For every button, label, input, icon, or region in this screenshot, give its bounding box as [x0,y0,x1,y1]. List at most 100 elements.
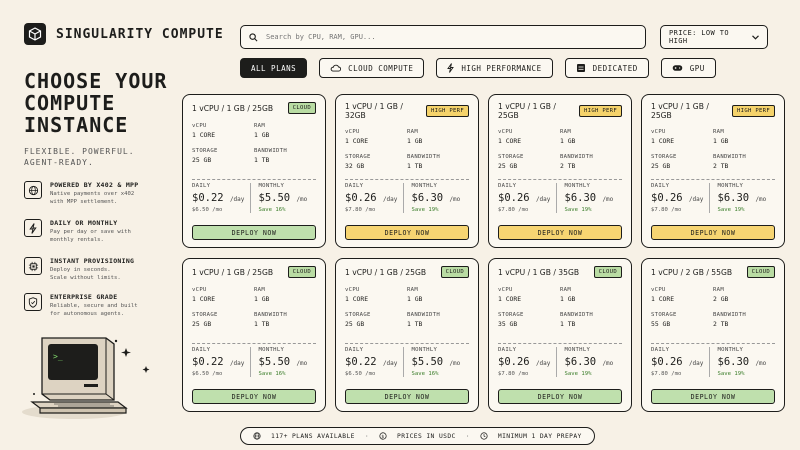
feature-title: ENTERPRISE GRADE [50,293,118,301]
deploy-now-button[interactable]: DEPLOY NOW [651,389,775,404]
bandwidth-value: 1 TB [254,156,270,164]
feature-title: DAILY OR MONTHLY [50,219,118,227]
daily-price: $0.22 [192,356,224,368]
ram-label: RAM [560,287,572,293]
daily-price: $0.26 [498,356,530,368]
vcpu-label: vCPU [345,287,360,293]
storage-value: 25 GB [651,162,671,170]
plan-type-badge: HIGH PERF [732,105,775,117]
tab-label: CLOUD COMPUTE [348,63,414,73]
daily-price: $0.26 [651,356,683,368]
plan-card[interactable]: 1 vCPU / 1 GB / 35GB CLOUD vCPU 1 CORE RA… [488,258,632,412]
brand-logo[interactable] [24,23,46,45]
storage-value: 25 GB [192,320,212,328]
feature-item-provisioning: INSTANT PROVISIONING Deploy in seconds. … [24,257,194,282]
separator-dot: · [465,432,470,440]
server-icon [576,64,585,72]
feature-title: POWERED BY X402 & MPP [50,181,139,189]
tab-high-performance[interactable]: HIGH PERFORMANCE [436,58,553,78]
daily-label: DAILY [345,183,364,189]
svg-text:$: $ [381,434,384,440]
plan-grid: 1 vCPU / 1 GB / 25GB CLOUD vCPU 1 CORE RA… [182,94,785,412]
deploy-now-button[interactable]: DEPLOY NOW [345,389,469,404]
daily-label: DAILY [498,347,517,353]
plan-title: 1 vCPU / 1 GB / 32GB [345,102,403,120]
storage-label: STORAGE [651,154,677,160]
vcpu-label: vCPU [192,123,207,129]
daily-label: DAILY [192,347,211,353]
daily-price: $0.22 [345,356,377,368]
bandwidth-value: 1 TB [560,320,576,328]
sort-select[interactable]: PRICE: LOW TO HIGH [660,25,768,49]
bandwidth-value: 2 TB [560,162,576,170]
storage-label: STORAGE [192,312,218,318]
deploy-now-button[interactable]: DEPLOY NOW [192,389,316,404]
daily-price: $0.26 [498,192,530,204]
per-day-unit: /day [382,360,398,367]
per-month-unit: /mo [296,360,308,367]
plan-card[interactable]: 1 vCPU / 1 GB / 25GB CLOUD vCPU 1 CORE RA… [335,258,479,412]
bandwidth-label: BANDWIDTH [407,312,441,318]
plan-card[interactable]: 1 vCPU / 1 GB / 25GB CLOUD vCPU 1 CORE RA… [182,94,326,248]
ram-value: 1 GB [407,295,423,303]
savings-note: Save 16% [258,207,286,213]
bolt-icon [447,63,455,73]
bandwidth-value: 2 TB [713,320,729,328]
footer-info-bar: 117+ PLANS AVAILABLE · $ PRICES IN USDC … [240,427,595,445]
monthly-price: $6.30 [564,356,597,368]
savings-note: Save 19% [564,371,592,377]
clock-icon [480,432,488,440]
plan-type-badge: CLOUD [440,266,469,278]
bandwidth-label: BANDWIDTH [713,312,747,318]
deploy-now-button[interactable]: DEPLOY NOW [498,225,622,240]
bandwidth-value: 1 TB [407,162,423,170]
vcpu-label: vCPU [651,129,666,135]
plan-card[interactable]: 1 vCPU / 1 GB / 25GB HIGH PERF vCPU 1 COR… [641,94,785,248]
retro-computer-illustration: >_ [22,337,150,419]
plan-type-badge: HIGH PERF [579,105,622,117]
ram-label: RAM [713,129,725,135]
tab-gpu[interactable]: GPU [660,58,716,78]
deploy-now-button[interactable]: DEPLOY NOW [345,225,469,240]
svg-text:>_: >_ [53,352,63,361]
bandwidth-label: BANDWIDTH [254,148,288,154]
shield-icon [24,293,42,311]
deploy-now-button[interactable]: DEPLOY NOW [651,225,775,240]
daily-label: DAILY [651,183,670,189]
plan-title: 1 vCPU / 1 GB / 25GB [192,267,274,277]
vcpu-value: 1 CORE [192,131,216,139]
vcpu-value: 1 CORE [345,295,369,303]
plan-card[interactable]: 1 vCPU / 2 GB / 55GB CLOUD vCPU 1 CORE RA… [641,258,785,412]
feature-desc: Deploy in seconds. Scale without limits. [50,267,121,281]
ram-label: RAM [407,129,419,135]
daily-label: DAILY [192,183,211,189]
divider [192,343,316,344]
search-box[interactable] [240,25,646,49]
deploy-now-button[interactable]: DEPLOY NOW [192,225,316,240]
daily-label: DAILY [498,183,517,189]
plan-card[interactable]: 1 vCPU / 1 GB / 25GB CLOUD vCPU 1 CORE RA… [182,258,326,412]
vcpu-value: 1 CORE [345,137,369,145]
daily-label: DAILY [651,347,670,353]
daily-monthly-equivalent: $7.80 /mo [651,207,682,213]
divider [192,179,316,180]
feature-item-billing: DAILY OR MONTHLY Pay per day or save wit… [24,219,194,244]
plan-title: 1 vCPU / 1 GB / 25GB [498,102,556,120]
feature-desc: Reliable, secure and built for autonomou… [50,303,138,317]
storage-value: 25 GB [345,320,365,328]
tab-dedicated[interactable]: DEDICATED [564,58,649,78]
per-month-unit: /mo [296,196,308,203]
savings-note: Save 16% [258,371,286,377]
plan-card[interactable]: 1 vCPU / 1 GB / 25GB HIGH PERF vCPU 1 COR… [488,94,632,248]
page-title: CHOOSE YOUR COMPUTE INSTANCE [24,69,168,137]
plan-card[interactable]: 1 vCPU / 1 GB / 32GB HIGH PERF vCPU 1 COR… [335,94,479,248]
tab-all-plans[interactable]: ALL PLANS [240,58,308,78]
divider [651,179,775,180]
storage-label: STORAGE [498,154,524,160]
search-input[interactable] [266,33,606,41]
daily-monthly-equivalent: $6.50 /mo [345,371,376,377]
tagline: FLEXIBLE. POWERFUL. AGENT-READY. [24,147,135,167]
search-icon [249,32,258,41]
deploy-now-button[interactable]: DEPLOY NOW [498,389,622,404]
tab-cloud-compute[interactable]: CLOUD COMPUTE [319,58,425,78]
